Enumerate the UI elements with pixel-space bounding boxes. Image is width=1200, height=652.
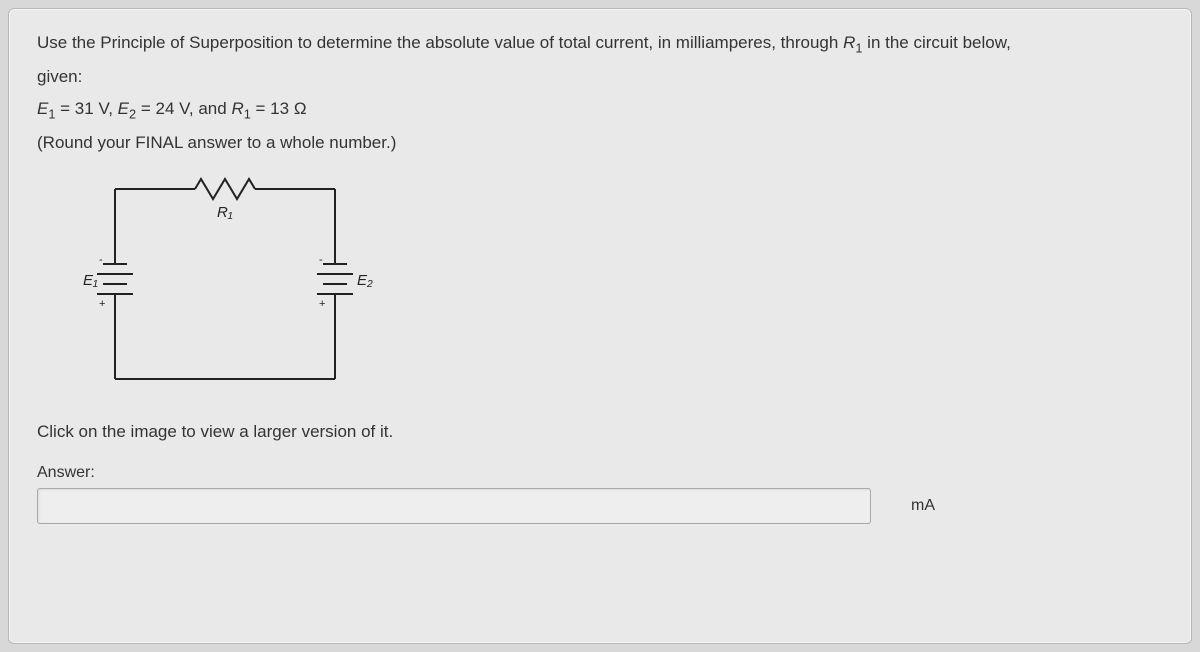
given-e1-val: = 31 V, <box>55 99 117 118</box>
q-line1-var: R <box>843 33 855 52</box>
circuit-diagram[interactable]: - + - + <box>55 169 1167 404</box>
given-r1-var: R <box>231 99 243 118</box>
svg-text:-: - <box>319 254 323 266</box>
given-e1-var: E <box>37 99 48 118</box>
given-e2-var: E <box>118 99 129 118</box>
q-line1-post: in the circuit below, <box>862 33 1010 52</box>
answer-label: Answer: <box>37 464 1167 482</box>
q-line2: given: <box>37 67 82 86</box>
answer-row: mA <box>37 488 1167 524</box>
label-e2: E₂ <box>357 272 373 289</box>
label-r1: R₁ <box>217 204 233 221</box>
round-note: (Round your FINAL answer to a whole numb… <box>37 133 396 152</box>
svg-text:+: + <box>99 298 105 310</box>
svg-text:-: - <box>99 254 103 266</box>
answer-unit: mA <box>911 497 935 515</box>
q-line1-pre: Use the Principle of Superposition to de… <box>37 33 843 52</box>
question-panel: Use the Principle of Superposition to de… <box>8 8 1192 644</box>
question-text: Use the Principle of Superposition to de… <box>37 27 1167 159</box>
image-caption: Click on the image to view a larger vers… <box>37 422 1167 442</box>
given-r1-sub: 1 <box>244 106 251 121</box>
given-r1-val: = 13 Ω <box>251 99 307 118</box>
given-e2-val: = 24 V, and <box>136 99 231 118</box>
answer-input[interactable] <box>37 488 871 524</box>
label-e1: E₁ <box>83 272 98 289</box>
circuit-svg: - + - + <box>55 169 375 399</box>
svg-text:+: + <box>319 298 325 310</box>
